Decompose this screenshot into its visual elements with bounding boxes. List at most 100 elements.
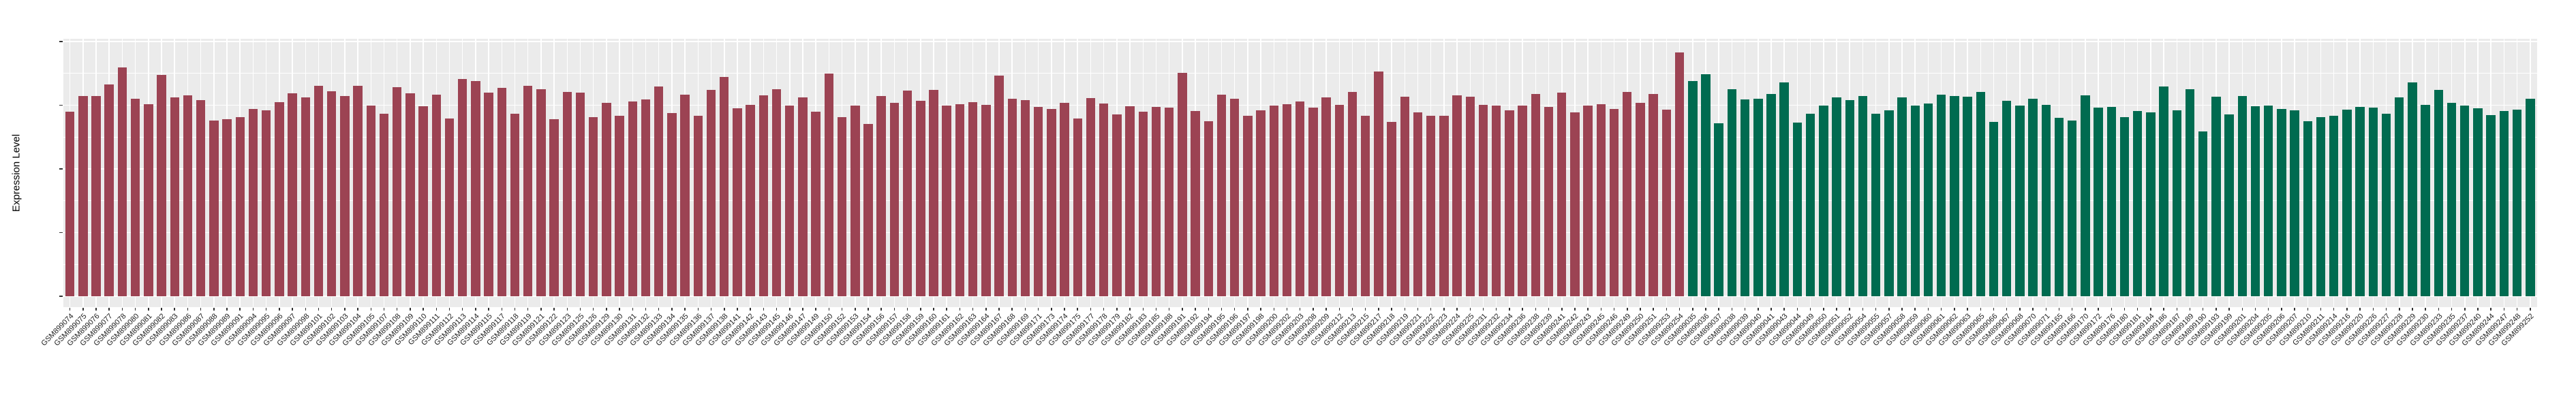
x-tick <box>200 307 202 311</box>
x-tick <box>2399 307 2400 311</box>
x-tick <box>1574 307 1576 311</box>
bar <box>1950 95 1959 296</box>
x-tick <box>658 307 660 311</box>
bar <box>2264 106 2273 296</box>
bar-cell: GSM899218 <box>1362 39 1398 347</box>
x-tick <box>1495 307 1497 311</box>
bar-cell: GSM899134 <box>642 39 678 347</box>
x-tick <box>2241 307 2243 311</box>
x-tick <box>1980 307 1981 311</box>
bar-cell: GSM899107 <box>354 39 390 347</box>
x-tick <box>2006 307 2008 311</box>
y-axis: 01234 <box>0 0 63 395</box>
bar-cell: GSM899160 <box>904 39 940 347</box>
bar-cell: GSM899219 <box>1375 39 1411 347</box>
x-tick <box>2451 307 2453 311</box>
bar <box>1216 94 1227 296</box>
bar-cell: GSM899077 <box>79 39 116 347</box>
bar-cell: GSM899206 <box>2252 39 2288 347</box>
bar-cell: GSM899114 <box>446 39 482 347</box>
x-tick <box>265 307 267 311</box>
bar <box>1164 108 1174 296</box>
bar <box>65 111 75 296</box>
bar-cell: GSM899115 <box>459 39 495 347</box>
bar <box>288 93 297 296</box>
y-axis-title: Expression Level <box>10 133 22 212</box>
bar <box>392 87 402 296</box>
bar <box>929 90 938 296</box>
bar-cell: GSM899133 <box>628 39 665 347</box>
x-tick <box>1705 307 1706 311</box>
x-tick <box>2346 307 2348 311</box>
bar-cell: GSM899118 <box>485 39 521 347</box>
bar <box>1544 107 1554 296</box>
bar <box>1086 98 1096 296</box>
x-tick <box>2254 307 2256 311</box>
x-tick <box>1469 307 1471 311</box>
x-tick <box>1351 307 1353 311</box>
x-tick <box>1849 307 1850 311</box>
bar-cell: GSM899178 <box>1073 39 1110 347</box>
bar <box>942 105 951 296</box>
bar <box>2408 82 2417 296</box>
bar <box>353 86 363 296</box>
bar <box>1191 110 1200 296</box>
x-tick <box>134 307 136 311</box>
bar <box>2303 121 2313 296</box>
bar <box>144 104 153 296</box>
bar-cell: GSM899181 <box>2107 39 2144 347</box>
x-tick <box>2503 307 2505 311</box>
bar-cell: GSM899165 <box>2029 39 2066 347</box>
bar <box>2237 96 2248 296</box>
bar-cell: GSM899209 <box>1296 39 1333 347</box>
bar-cell: GSM899109 <box>380 39 416 347</box>
bar <box>183 95 193 296</box>
bar-cell: GSM899162 <box>930 39 966 347</box>
x-tick <box>1325 307 1327 311</box>
bar <box>1661 110 1672 296</box>
x-tick <box>802 307 803 311</box>
bar-cell: GSM899078 <box>92 39 129 347</box>
bar <box>2342 110 2352 296</box>
x-tick <box>1535 307 1537 311</box>
bar-cell: GSM899067 <box>1976 39 2013 347</box>
bar <box>1492 105 1501 296</box>
bar-cell: GSM899095 <box>236 39 273 347</box>
bar <box>1714 123 1723 296</box>
x-tick <box>1155 307 1157 311</box>
x-tick <box>1888 307 1890 311</box>
y-tick <box>59 41 63 42</box>
x-tick <box>1286 307 1288 311</box>
bar <box>405 93 415 296</box>
bar-cell: GSM899038 <box>1702 39 1738 347</box>
bar <box>2473 108 2483 296</box>
x-tick <box>684 307 686 311</box>
bar <box>248 109 258 296</box>
bar <box>981 104 991 296</box>
x-tick <box>2281 307 2282 311</box>
bar <box>2067 120 2077 296</box>
bar-cell: GSM899173 <box>1021 39 1058 347</box>
bar <box>2250 106 2260 296</box>
bar <box>2395 97 2404 296</box>
bar-cell: GSM899221 <box>1387 39 1424 347</box>
bar-cell: GSM899244 <box>2461 39 2498 347</box>
bar <box>275 101 284 296</box>
bar <box>1007 99 1017 296</box>
bar <box>654 86 664 296</box>
bar-cell: GSM899158 <box>877 39 914 347</box>
bar-cell: GSM899110 <box>393 39 429 347</box>
x-tick <box>318 307 320 311</box>
x-tick <box>1391 307 1392 311</box>
x-tick <box>855 307 856 311</box>
bar <box>2224 114 2234 296</box>
bar-cell: GSM899037 <box>1689 39 1726 347</box>
bar-cell: GSM899170 <box>2055 39 2091 347</box>
x-tick <box>174 307 175 311</box>
bar-cell: GSM899088 <box>183 39 220 347</box>
x-tick <box>2215 307 2217 311</box>
bar <box>1766 93 1776 296</box>
x-tick <box>1208 307 1210 311</box>
bar-cell: GSM899242 <box>1545 39 1581 347</box>
bar <box>562 91 572 296</box>
